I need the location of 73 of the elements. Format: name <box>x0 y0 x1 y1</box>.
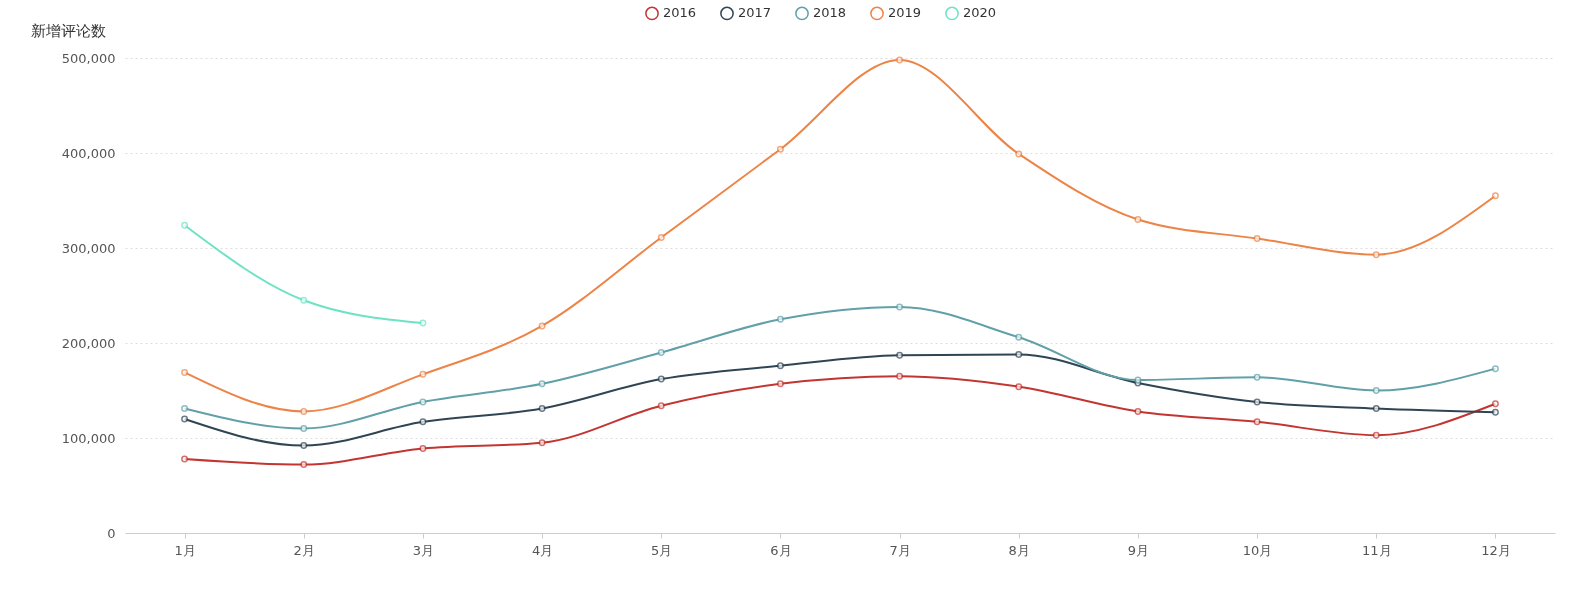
point <box>300 296 308 304</box>
point <box>1491 400 1499 408</box>
x-tick-label: 5月 <box>651 542 673 558</box>
point <box>419 319 427 327</box>
point <box>776 362 784 370</box>
x-tick-label: 4月 <box>531 542 554 558</box>
point <box>419 444 427 452</box>
point <box>538 439 546 447</box>
x-tick-label: 12月 <box>1481 542 1511 558</box>
point <box>1253 398 1261 406</box>
x-tick-label: 1月 <box>174 542 196 558</box>
point <box>419 398 427 406</box>
point <box>300 461 308 469</box>
point <box>657 349 665 356</box>
point <box>1491 408 1499 416</box>
legend-label: 2019 <box>888 5 922 21</box>
point <box>300 442 308 450</box>
point <box>181 415 189 423</box>
x-tick-label: 9月 <box>1127 542 1150 558</box>
point <box>1015 333 1023 341</box>
point <box>1134 407 1142 415</box>
x-tick-label: 6月 <box>770 542 792 558</box>
y-tick-label: 0 <box>107 525 116 541</box>
x-tick-label: 2月 <box>293 542 315 558</box>
y-tick-label: 100,000 <box>61 430 116 446</box>
point <box>896 303 904 311</box>
point <box>300 425 308 432</box>
point <box>1015 383 1023 391</box>
x-tick-label: 3月 <box>412 542 435 558</box>
point <box>1372 405 1380 413</box>
point <box>181 405 189 413</box>
legend-label: 2017 <box>738 5 772 21</box>
point <box>1372 431 1380 439</box>
y-tick-label: 200,000 <box>61 335 116 351</box>
point <box>419 370 427 378</box>
point <box>896 372 904 380</box>
x-tick-label: 11月 <box>1361 542 1392 558</box>
x-tick-label: 8月 <box>1008 542 1030 558</box>
point <box>1253 373 1261 381</box>
y-tick-label: 300,000 <box>61 240 116 256</box>
point <box>181 221 189 229</box>
point <box>181 455 189 463</box>
point <box>1134 216 1142 223</box>
point <box>1372 251 1380 259</box>
point <box>657 402 665 410</box>
point <box>419 418 427 426</box>
legend-label: 2020 <box>963 5 997 21</box>
point <box>776 380 784 388</box>
point <box>657 234 665 242</box>
point <box>300 407 308 415</box>
point <box>1372 387 1380 394</box>
point <box>1491 365 1499 373</box>
point <box>776 315 784 323</box>
point <box>1491 192 1499 200</box>
point <box>1015 150 1023 158</box>
point <box>657 375 665 383</box>
x-tick-label: 7月 <box>889 542 911 558</box>
point <box>538 322 546 330</box>
point <box>1253 235 1261 242</box>
point <box>181 368 189 376</box>
legend-label: 2016 <box>663 5 697 21</box>
point <box>896 351 904 359</box>
point <box>1015 350 1023 358</box>
point <box>896 56 904 64</box>
point <box>538 405 546 413</box>
point <box>776 145 784 153</box>
x-tick-label: 10月 <box>1242 542 1273 558</box>
point <box>1253 418 1261 426</box>
y-axis-title: 新增评论数 <box>30 21 106 40</box>
y-tick-label: 400,000 <box>61 145 116 161</box>
legend-label: 2018 <box>813 5 847 21</box>
y-tick-label: 500,000 <box>61 50 116 66</box>
point <box>538 380 546 388</box>
